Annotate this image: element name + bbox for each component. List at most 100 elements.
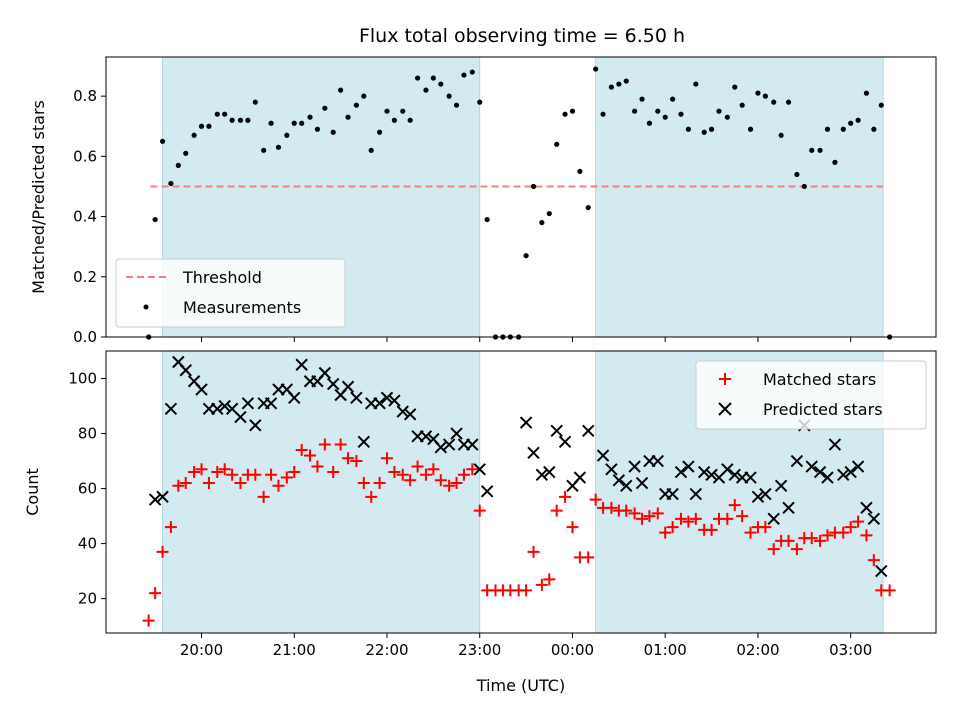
point-matched-stars-15 [257, 490, 270, 503]
point-measurements-80 [762, 93, 768, 99]
point-predicted-stars-9 [218, 399, 231, 413]
y-tick-label-0: 20 [78, 590, 97, 608]
point-measurements-2 [159, 138, 166, 144]
x-tick-label-0: 20:00 [180, 641, 223, 659]
point-matched-stars-75 [721, 512, 734, 525]
point-matched-stars-93 [860, 529, 873, 542]
point-predicted-stars-73 [751, 490, 765, 504]
point-matched-stars-31 [380, 452, 393, 465]
point-predicted-stars-46 [535, 468, 549, 482]
point-matched-stars-78 [744, 526, 757, 539]
point-predicted-stars-27 [357, 435, 371, 448]
point-matched-stars-18 [280, 471, 293, 484]
point-predicted-stars-4 [179, 364, 192, 377]
point-predicted-stars-33 [403, 408, 417, 421]
point-measurements-62 [623, 78, 629, 84]
point-matched-stars-63 [628, 507, 641, 520]
point-matched-stars-35 [411, 460, 424, 473]
point-matched-stars-54 [559, 490, 572, 503]
point-measurements-86 [809, 147, 815, 153]
x-tick-label-3: 23:00 [458, 641, 501, 659]
legend-measurements-swatch [143, 304, 149, 310]
top-panel-legend-box [115, 258, 346, 328]
top-panel-frame [105, 56, 937, 338]
point-measurements-82 [778, 132, 784, 138]
point-measurements-61 [616, 81, 622, 87]
point-measurements-18 [284, 132, 290, 138]
point-matched-stars-55 [566, 521, 579, 534]
point-measurements-11 [229, 117, 235, 123]
point-matched-stars-60 [605, 501, 618, 514]
point-measurements-38 [438, 81, 444, 87]
point-measurements-79 [755, 90, 761, 96]
point-measurements-32 [391, 117, 398, 123]
point-measurements-57 [585, 204, 591, 211]
point-matched-stars-25 [334, 438, 347, 451]
legend-measurements-label: Measurements [183, 298, 301, 317]
point-measurements-25 [338, 87, 344, 93]
y-tick-label-2: 0.4 [73, 208, 97, 226]
point-measurements-9 [214, 111, 220, 117]
point-matched-stars-9 [211, 466, 224, 479]
point-measurements-92 [855, 117, 861, 123]
point-matched-stars-90 [837, 526, 850, 539]
point-measurements-35 [414, 75, 421, 81]
point-predicted-stars-74 [759, 487, 772, 501]
legend-predicted-label: Predicted stars [763, 400, 883, 419]
point-measurements-1 [152, 216, 158, 223]
point-predicted-stars-32 [396, 405, 409, 418]
point-predicted-stars-26 [350, 391, 363, 404]
point-predicted-stars-42 [473, 463, 486, 476]
point-matched-stars-10 [218, 463, 231, 476]
point-matched-stars-30 [373, 477, 386, 490]
y-tick-label-3: 80 [78, 425, 97, 443]
point-predicted-stars-37 [434, 441, 447, 454]
top-panel-points [146, 66, 893, 340]
point-matched-stars-6 [188, 466, 201, 479]
point-predicted-stars-41 [466, 438, 479, 451]
x-tick-label-7: 03:00 [829, 641, 872, 659]
point-measurements-71 [693, 81, 699, 87]
point-predicted-stars-18 [288, 391, 301, 404]
point-measurements-87 [817, 147, 823, 153]
point-measurements-22 [314, 126, 321, 132]
point-matched-stars-8 [202, 477, 215, 490]
point-predicted-stars-81 [813, 465, 827, 479]
y-tick-label-1: 40 [78, 535, 97, 553]
point-matched-stars-66 [651, 507, 664, 520]
point-measurements-16 [268, 120, 274, 126]
point-matched-stars-57 [582, 551, 595, 564]
legend-threshold-label: Threshold [182, 268, 262, 287]
bottom-panel-frame [105, 350, 937, 634]
point-matched-stars-73 [705, 523, 718, 536]
point-matched-stars-1 [149, 587, 162, 600]
point-measurements-67 [662, 114, 668, 120]
point-predicted-stars-58 [635, 476, 649, 490]
point-predicted-stars-45 [527, 446, 540, 460]
point-predicted-stars-63 [674, 465, 688, 479]
point-predicted-stars-49 [558, 435, 572, 448]
point-measurements-60 [608, 84, 615, 90]
point-measurements-43 [477, 99, 483, 105]
point-predicted-stars-86 [851, 460, 865, 473]
point-predicted-stars-25 [341, 380, 355, 393]
point-measurements-85 [801, 183, 807, 190]
point-measurements-42 [469, 69, 475, 75]
point-predicted-stars-30 [380, 391, 394, 404]
point-measurements-90 [840, 126, 846, 132]
bottom-panel-y-label: Count [23, 468, 42, 516]
point-matched-stars-34 [404, 474, 417, 487]
point-matched-stars-69 [674, 512, 687, 525]
point-matched-stars-17 [272, 479, 285, 492]
point-predicted-stars-39 [450, 427, 463, 440]
point-predicted-stars-76 [774, 479, 788, 493]
point-predicted-stars-85 [844, 465, 857, 479]
point-predicted-stars-54 [605, 463, 618, 476]
point-measurements-40 [453, 102, 460, 108]
point-matched-stars-92 [852, 515, 865, 528]
x-tick-label-4: 00:00 [551, 641, 594, 659]
point-measurements-78 [747, 126, 754, 132]
point-predicted-stars-77 [782, 501, 795, 515]
point-predicted-stars-72 [744, 471, 757, 484]
